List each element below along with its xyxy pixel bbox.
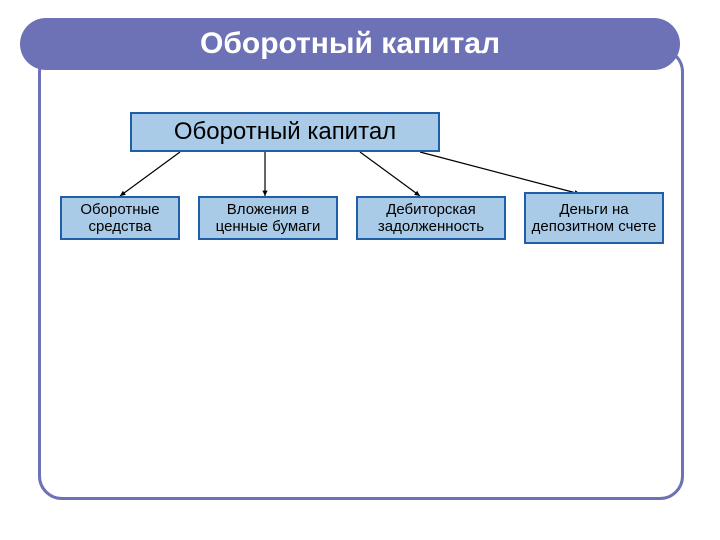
diagram-root: Оборотный капитал bbox=[130, 112, 440, 152]
slide-title-text: Оборотный капитал bbox=[200, 27, 500, 61]
diagram-child-1-label: Оборотные средства bbox=[66, 201, 174, 236]
diagram-root-label: Оборотный капитал bbox=[174, 118, 396, 146]
diagram-child-3-label: Дебиторская задолженность bbox=[362, 201, 500, 236]
diagram-child-2-label: Вложения в ценные бумаги bbox=[204, 201, 332, 236]
diagram-child-3: Дебиторская задолженность bbox=[356, 196, 506, 240]
diagram-child-4: Деньги на депозитном счете bbox=[524, 192, 664, 244]
slide-title: Оборотный капитал bbox=[20, 18, 680, 70]
diagram-child-4-label: Деньги на депозитном счете bbox=[530, 201, 658, 236]
diagram-child-1: Оборотные средства bbox=[60, 196, 180, 240]
slide: Оборотный капитал Оборотный капитал Обор… bbox=[0, 0, 720, 540]
diagram-child-2: Вложения в ценные бумаги bbox=[198, 196, 338, 240]
